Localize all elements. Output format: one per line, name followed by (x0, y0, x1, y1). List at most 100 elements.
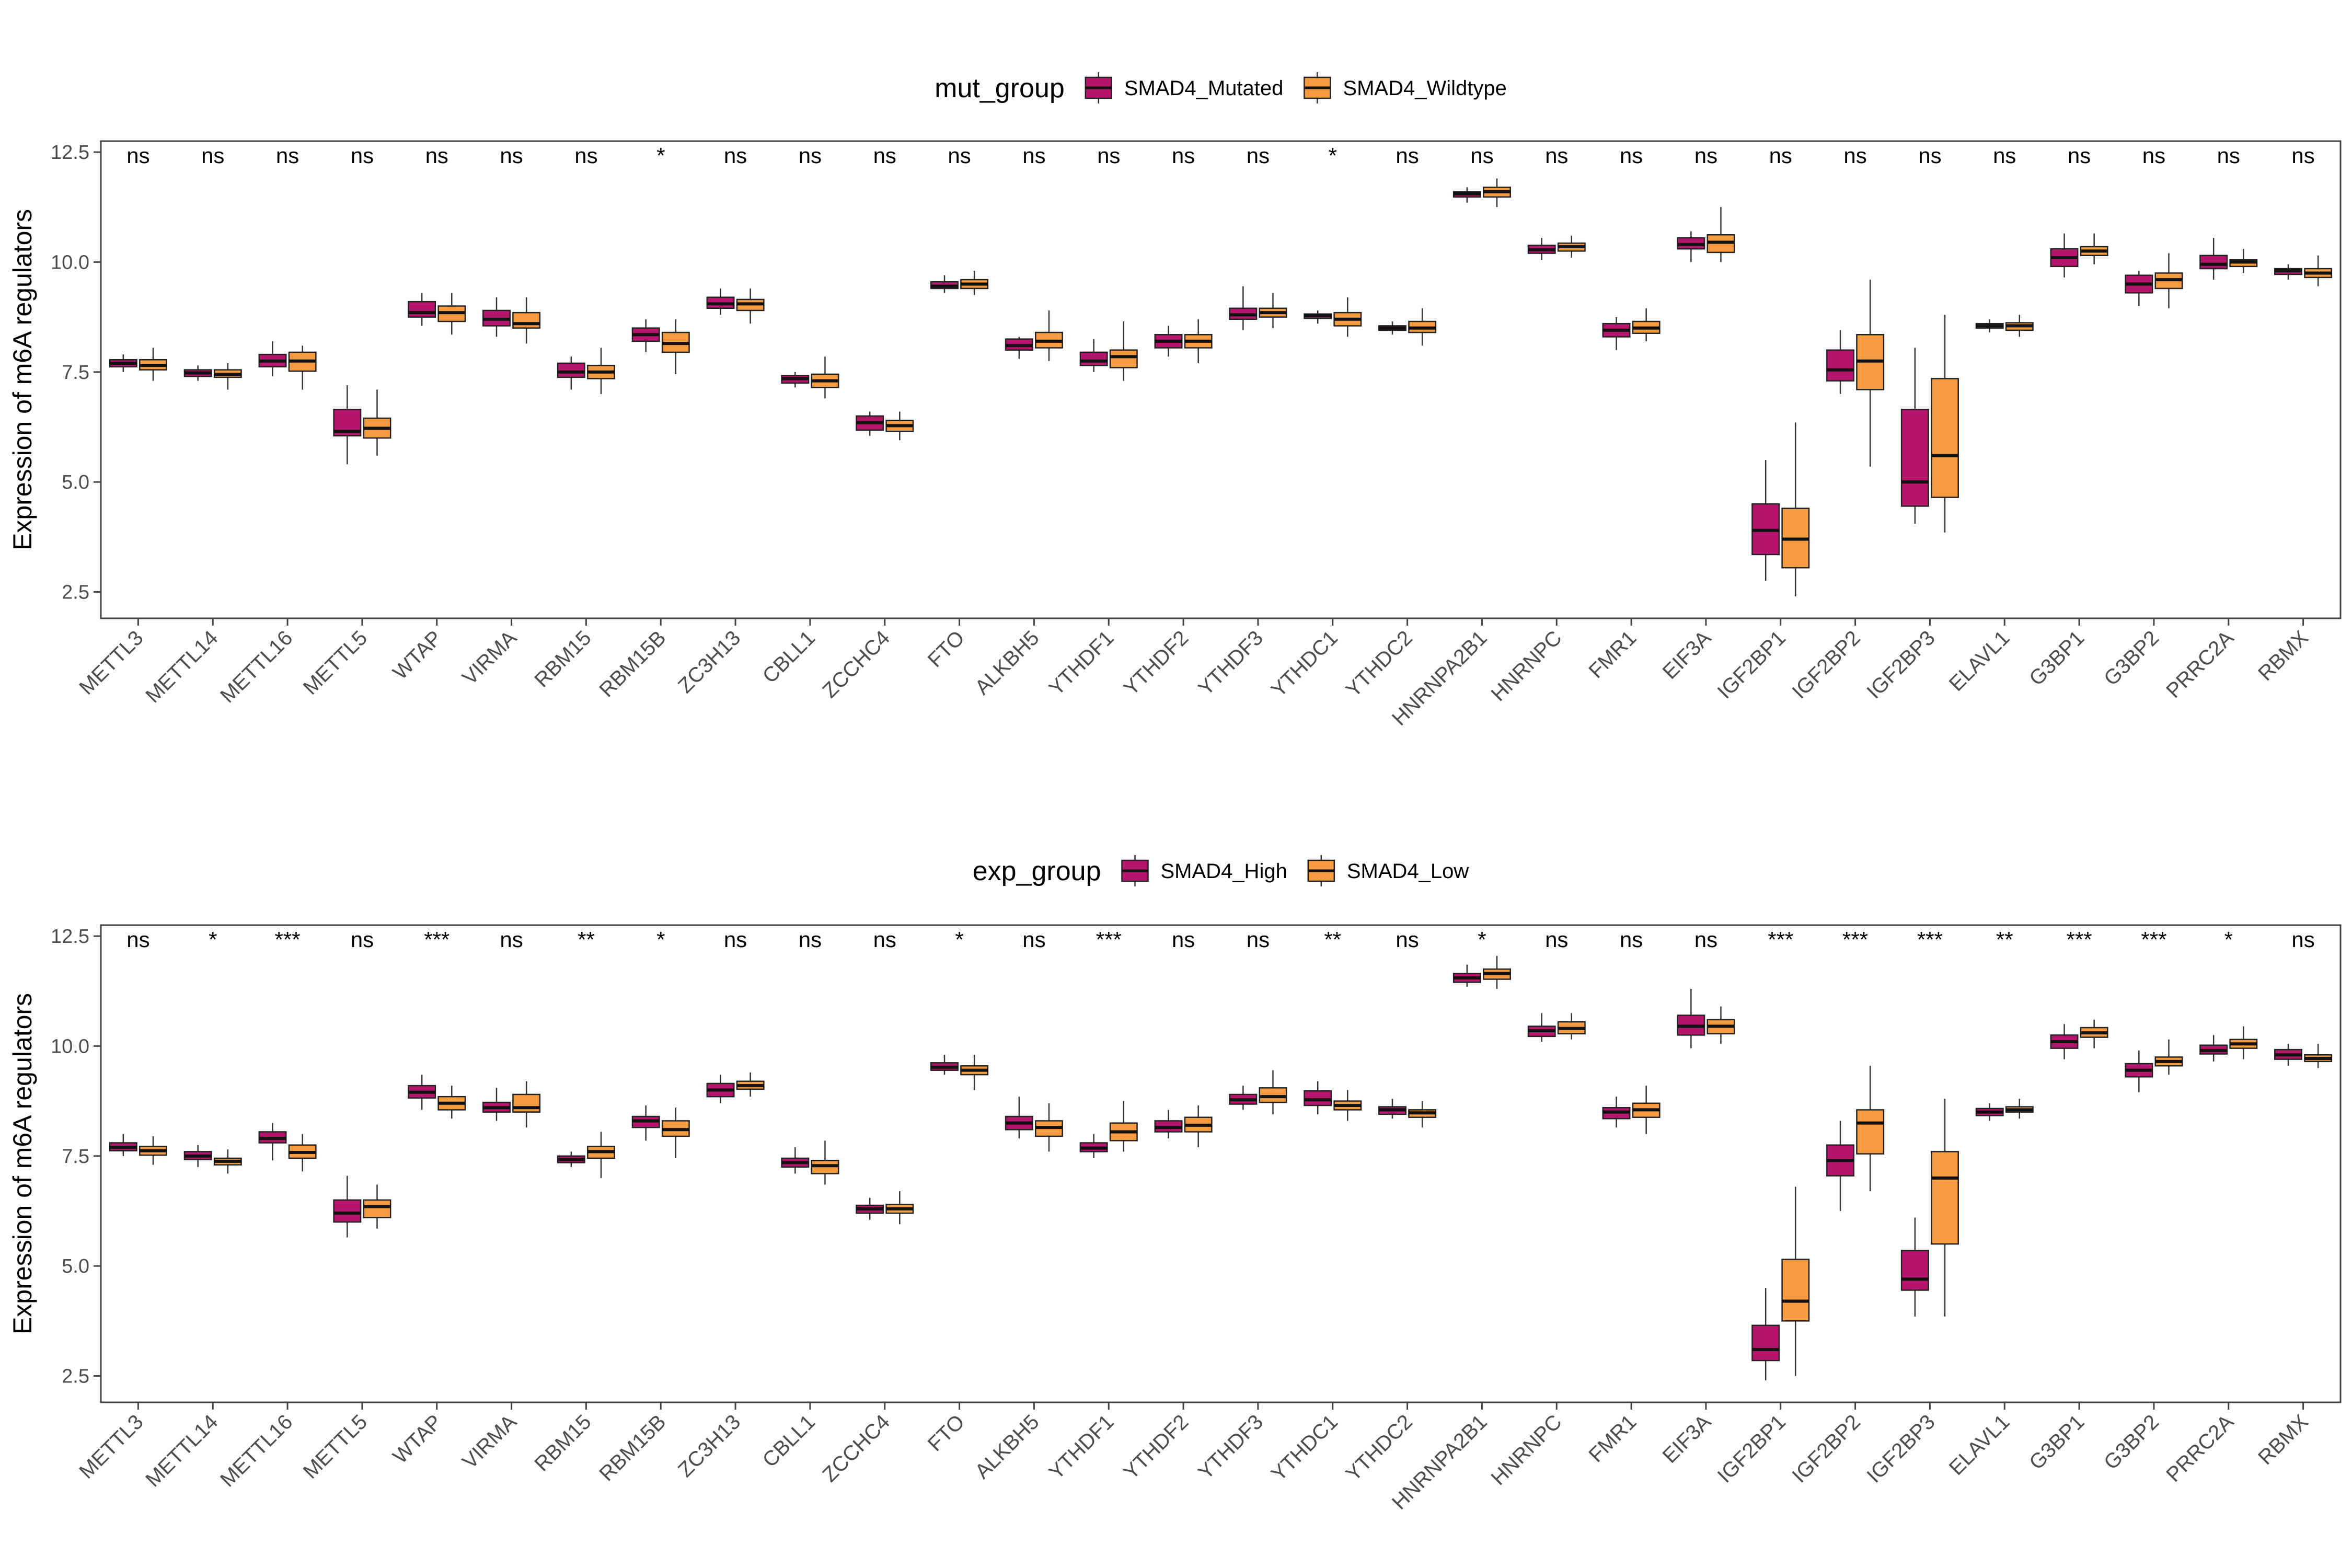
box-ELAVL1 (2005, 315, 2034, 337)
x-tick-label: YTHDF2 (1119, 626, 1193, 700)
significance-label: ** (1324, 927, 1341, 952)
significance-label: *** (2141, 927, 2166, 952)
box-VIRMA (512, 1081, 541, 1128)
box-body (1900, 1250, 1929, 1291)
x-tick-label: WTAP (388, 1410, 446, 1468)
x-tick-label: YTHDF3 (1194, 1410, 1267, 1484)
box-IGF2BP2 (1856, 280, 1885, 467)
box-WTAP (437, 293, 466, 335)
box-HNRNPC (1557, 235, 1586, 258)
x-tick-label: FMR1 (1584, 626, 1641, 683)
x-tick-label: IGF2BP1 (1713, 1410, 1790, 1487)
x-tick-label: PRRC2A (2162, 626, 2238, 702)
legend-key-2 (1304, 72, 1331, 103)
box-ZC3H13 (736, 288, 765, 324)
box-ALKBH5 (1005, 337, 1033, 359)
y-tick-label: 7.5 (62, 1146, 89, 1168)
box-YTHDC1 (1304, 310, 1332, 324)
x-tick-label: RBMX (2254, 626, 2313, 685)
box-METTL5 (333, 1175, 362, 1238)
box-CBLL1 (811, 356, 839, 399)
significance-label: ns (1620, 143, 1643, 168)
box-body (1856, 1109, 1885, 1155)
significance-label: ns (1097, 143, 1120, 168)
box-ELAVL1 (1975, 1103, 2004, 1121)
series-2 (139, 178, 2333, 596)
box-RBM15B (661, 1108, 690, 1158)
x-tick-label: RBM15B (595, 1410, 670, 1485)
significance-label: ns (574, 143, 597, 168)
x-tick-label: G3BP2 (2100, 626, 2163, 690)
box-FMR1 (1602, 1097, 1631, 1128)
plot-frame (100, 924, 2342, 1403)
x-tick-label: RBMX (2254, 1410, 2313, 1469)
y-axis-label: Expression of m6A regulators (8, 209, 37, 550)
significance-label: *** (1917, 927, 1943, 952)
x-tick-label: FTO (924, 626, 969, 672)
x-tick-label: VIRMA (458, 626, 521, 689)
y-tick-label: 12.5 (51, 142, 89, 164)
box-RBMX (2304, 1044, 2333, 1068)
significance-label: ns (1993, 143, 2016, 168)
x-tick-label: G3BP2 (2100, 1410, 2163, 1474)
box-RBM15B (631, 319, 660, 352)
significance-label: *** (1768, 927, 1793, 952)
significance-label: ns (1843, 143, 1866, 168)
legend: exp_group SMAD4_High SMAD4_Low (973, 855, 1469, 886)
significance-label: *** (1842, 927, 1868, 952)
y-tick-label: 2.5 (62, 582, 89, 604)
box-IGF2BP1 (1751, 460, 1780, 581)
box-HNRNPC (1527, 238, 1556, 260)
box-ELAVL1 (2005, 1099, 2034, 1119)
significance-label: * (2224, 927, 2233, 952)
y-tick-label: 10.0 (51, 251, 89, 273)
box-FMR1 (1602, 317, 1631, 350)
box-FTO (960, 1055, 989, 1090)
x-tick-label: YTHDF3 (1194, 626, 1267, 700)
box-YTHDF2 (1184, 1105, 1213, 1147)
box-YTHDC2 (1408, 1101, 1437, 1128)
box-YTHDF1 (1079, 339, 1108, 372)
y-tick-label: 5.0 (62, 471, 89, 493)
x-tick-label: FMR1 (1584, 1410, 1641, 1467)
legend-label: SMAD4_Low (1347, 860, 1469, 883)
box-PRRC2A (2229, 1026, 2258, 1059)
y-tick-label: 12.5 (51, 926, 89, 948)
significance-label: * (1478, 927, 1486, 952)
box-WTAP (408, 1075, 436, 1110)
significance-label: ns (799, 143, 822, 168)
box-ALKBH5 (1035, 1103, 1063, 1152)
x-tick-label: PRRC2A (2162, 1410, 2238, 1486)
box-RBM15 (587, 1132, 615, 1178)
significance-label: ns (500, 927, 523, 952)
significance-label: ns (1022, 143, 1045, 168)
box-body (1931, 378, 1959, 498)
x-tick-label: ELAVL1 (1945, 1410, 2014, 1480)
x-tick-label: EIF3A (1658, 626, 1716, 684)
legend-key-2 (1307, 855, 1335, 886)
significance-label: ns (2217, 143, 2240, 168)
significance-label: * (656, 143, 665, 168)
legend-key-1 (1085, 72, 1113, 103)
x-tick-label: YTHDC1 (1267, 1410, 1342, 1485)
x-tick-label: METTL3 (75, 626, 148, 699)
box-RBMX (2274, 1044, 2302, 1066)
box-METTL5 (363, 1184, 391, 1229)
x-tick-label: IGF2BP1 (1713, 626, 1790, 703)
box-G3BP1 (2080, 233, 2108, 264)
box-IGF2BP3 (1900, 1217, 1929, 1317)
box-WTAP (408, 293, 436, 326)
box-YTHDC2 (1378, 1099, 1406, 1119)
box-FTO (930, 1055, 959, 1075)
box-EIF3A (1677, 989, 1705, 1048)
box-METTL16 (258, 1123, 287, 1161)
box-IGF2BP2 (1826, 1121, 1854, 1211)
x-tick-label: G3BP1 (2025, 626, 2089, 690)
box-body (512, 1093, 541, 1113)
x-tick-label: WTAP (388, 626, 446, 684)
box-ALKBH5 (1035, 310, 1063, 361)
y-axis-label: Expression of m6A regulators (8, 993, 37, 1334)
box-PRRC2A (2229, 249, 2258, 273)
x-tick-label: ZC3H13 (674, 1410, 745, 1481)
box-IGF2BP3 (1931, 1099, 1959, 1317)
